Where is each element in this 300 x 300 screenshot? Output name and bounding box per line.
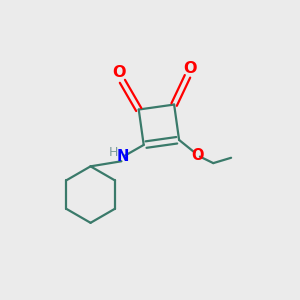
Text: H: H [109, 146, 118, 159]
Text: N: N [117, 149, 129, 164]
Text: O: O [184, 61, 197, 76]
Text: O: O [112, 65, 125, 80]
Text: O: O [191, 148, 204, 163]
